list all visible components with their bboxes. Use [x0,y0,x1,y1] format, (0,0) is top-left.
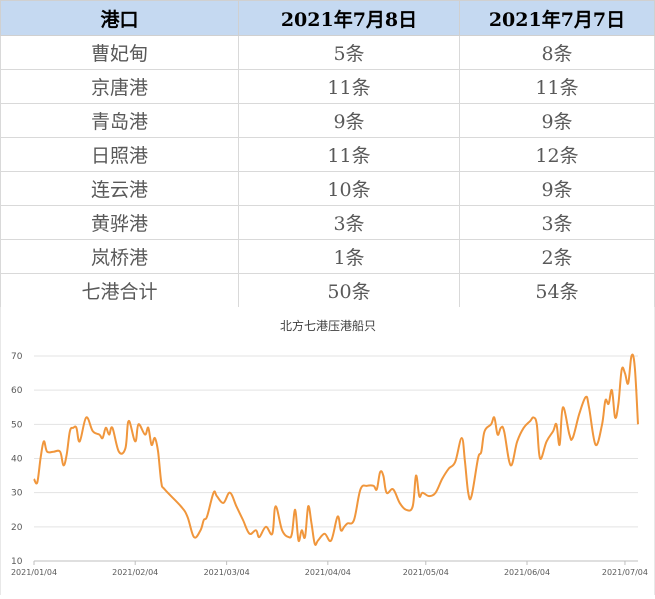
gridlines [34,355,638,562]
y-tick-label: 50 [11,420,23,430]
series-line [33,353,639,546]
port-name: 曹妃甸 [0,35,239,70]
port-table: 港口 2021年7月8日 2021年7月7日 曹妃甸 5条 8条 京唐港 11条… [0,0,655,308]
port-name: 京唐港 [0,69,239,104]
ship-count-0708: 11条 [238,137,460,172]
table-row: 连云港 10条 9条 [0,171,655,206]
y-tick-label: 20 [11,523,23,533]
ship-count-0707: 12条 [459,137,655,172]
y-tick-label: 10 [11,557,23,567]
port-name: 黄骅港 [0,205,239,240]
ship-count-0708: 11条 [238,69,460,104]
table-row: 黄骅港 3条 3条 [0,205,655,240]
port-name: 青岛港 [0,103,239,138]
port-name: 日照港 [0,137,239,172]
chart-title: 北方七港压港船只 [280,318,376,333]
x-tick-labels: 2021/01/04 2021/02/04 2021/03/04 2021/04/04… [11,561,648,577]
ship-count-0708: 3条 [238,205,460,240]
ship-count-0708: 1条 [238,239,460,274]
header-date-0707: 2021年7月7日 [459,0,655,36]
ship-count-0708: 5条 [238,35,460,70]
x-tick-label: 2021/03/04 [204,568,250,577]
ship-count-0708: 50条 [238,273,460,308]
table-row: 青岛港 9条 9条 [0,103,655,138]
table-row-total: 七港合计 50条 54条 [0,273,655,308]
ship-count-0707: 54条 [459,273,655,308]
y-tick-label: 30 [11,489,23,499]
table-row: 岚桥港 1条 2条 [0,239,655,274]
y-tick-label: 40 [11,455,23,465]
ship-count-0707: 3条 [459,205,655,240]
ship-count-0707: 2条 [459,239,655,274]
chart-panel: 北方七港压港船只 10 20 30 40 50 60 70 2021/01/04 2021/0… [0,307,655,595]
port-name: 连云港 [0,171,239,206]
x-tick-label: 2021/05/04 [403,568,449,577]
ship-count-0708: 9条 [238,103,460,138]
y-tick-labels: 10 20 30 40 50 60 70 [11,352,23,567]
ship-count-0708: 10条 [238,171,460,206]
ship-count-0707: 8条 [459,35,655,70]
x-tick-label: 2021/04/04 [305,568,351,577]
x-tick-label: 2021/06/04 [504,568,550,577]
x-tick-label: 2021/02/04 [112,568,158,577]
table-row: 日照港 11条 12条 [0,137,655,172]
table-row: 京唐港 11条 11条 [0,69,655,104]
header-date-0708: 2021年7月8日 [238,0,460,36]
x-tick-label: 2021/07/04 [602,568,648,577]
y-tick-label: 70 [11,352,23,362]
header-port: 港口 [0,0,239,36]
ship-count-0707: 9条 [459,103,655,138]
table-row: 曹妃甸 5条 8条 [0,35,655,70]
series-layer [33,353,639,546]
y-tick-label: 60 [11,386,23,396]
ship-count-0707: 11条 [459,69,655,104]
table-header-row: 港口 2021年7月8日 2021年7月7日 [0,0,655,36]
ship-count-0707: 9条 [459,171,655,206]
x-tick-label: 2021/01/04 [11,568,57,577]
port-name: 七港合计 [0,273,239,308]
port-name: 岚桥港 [0,239,239,274]
